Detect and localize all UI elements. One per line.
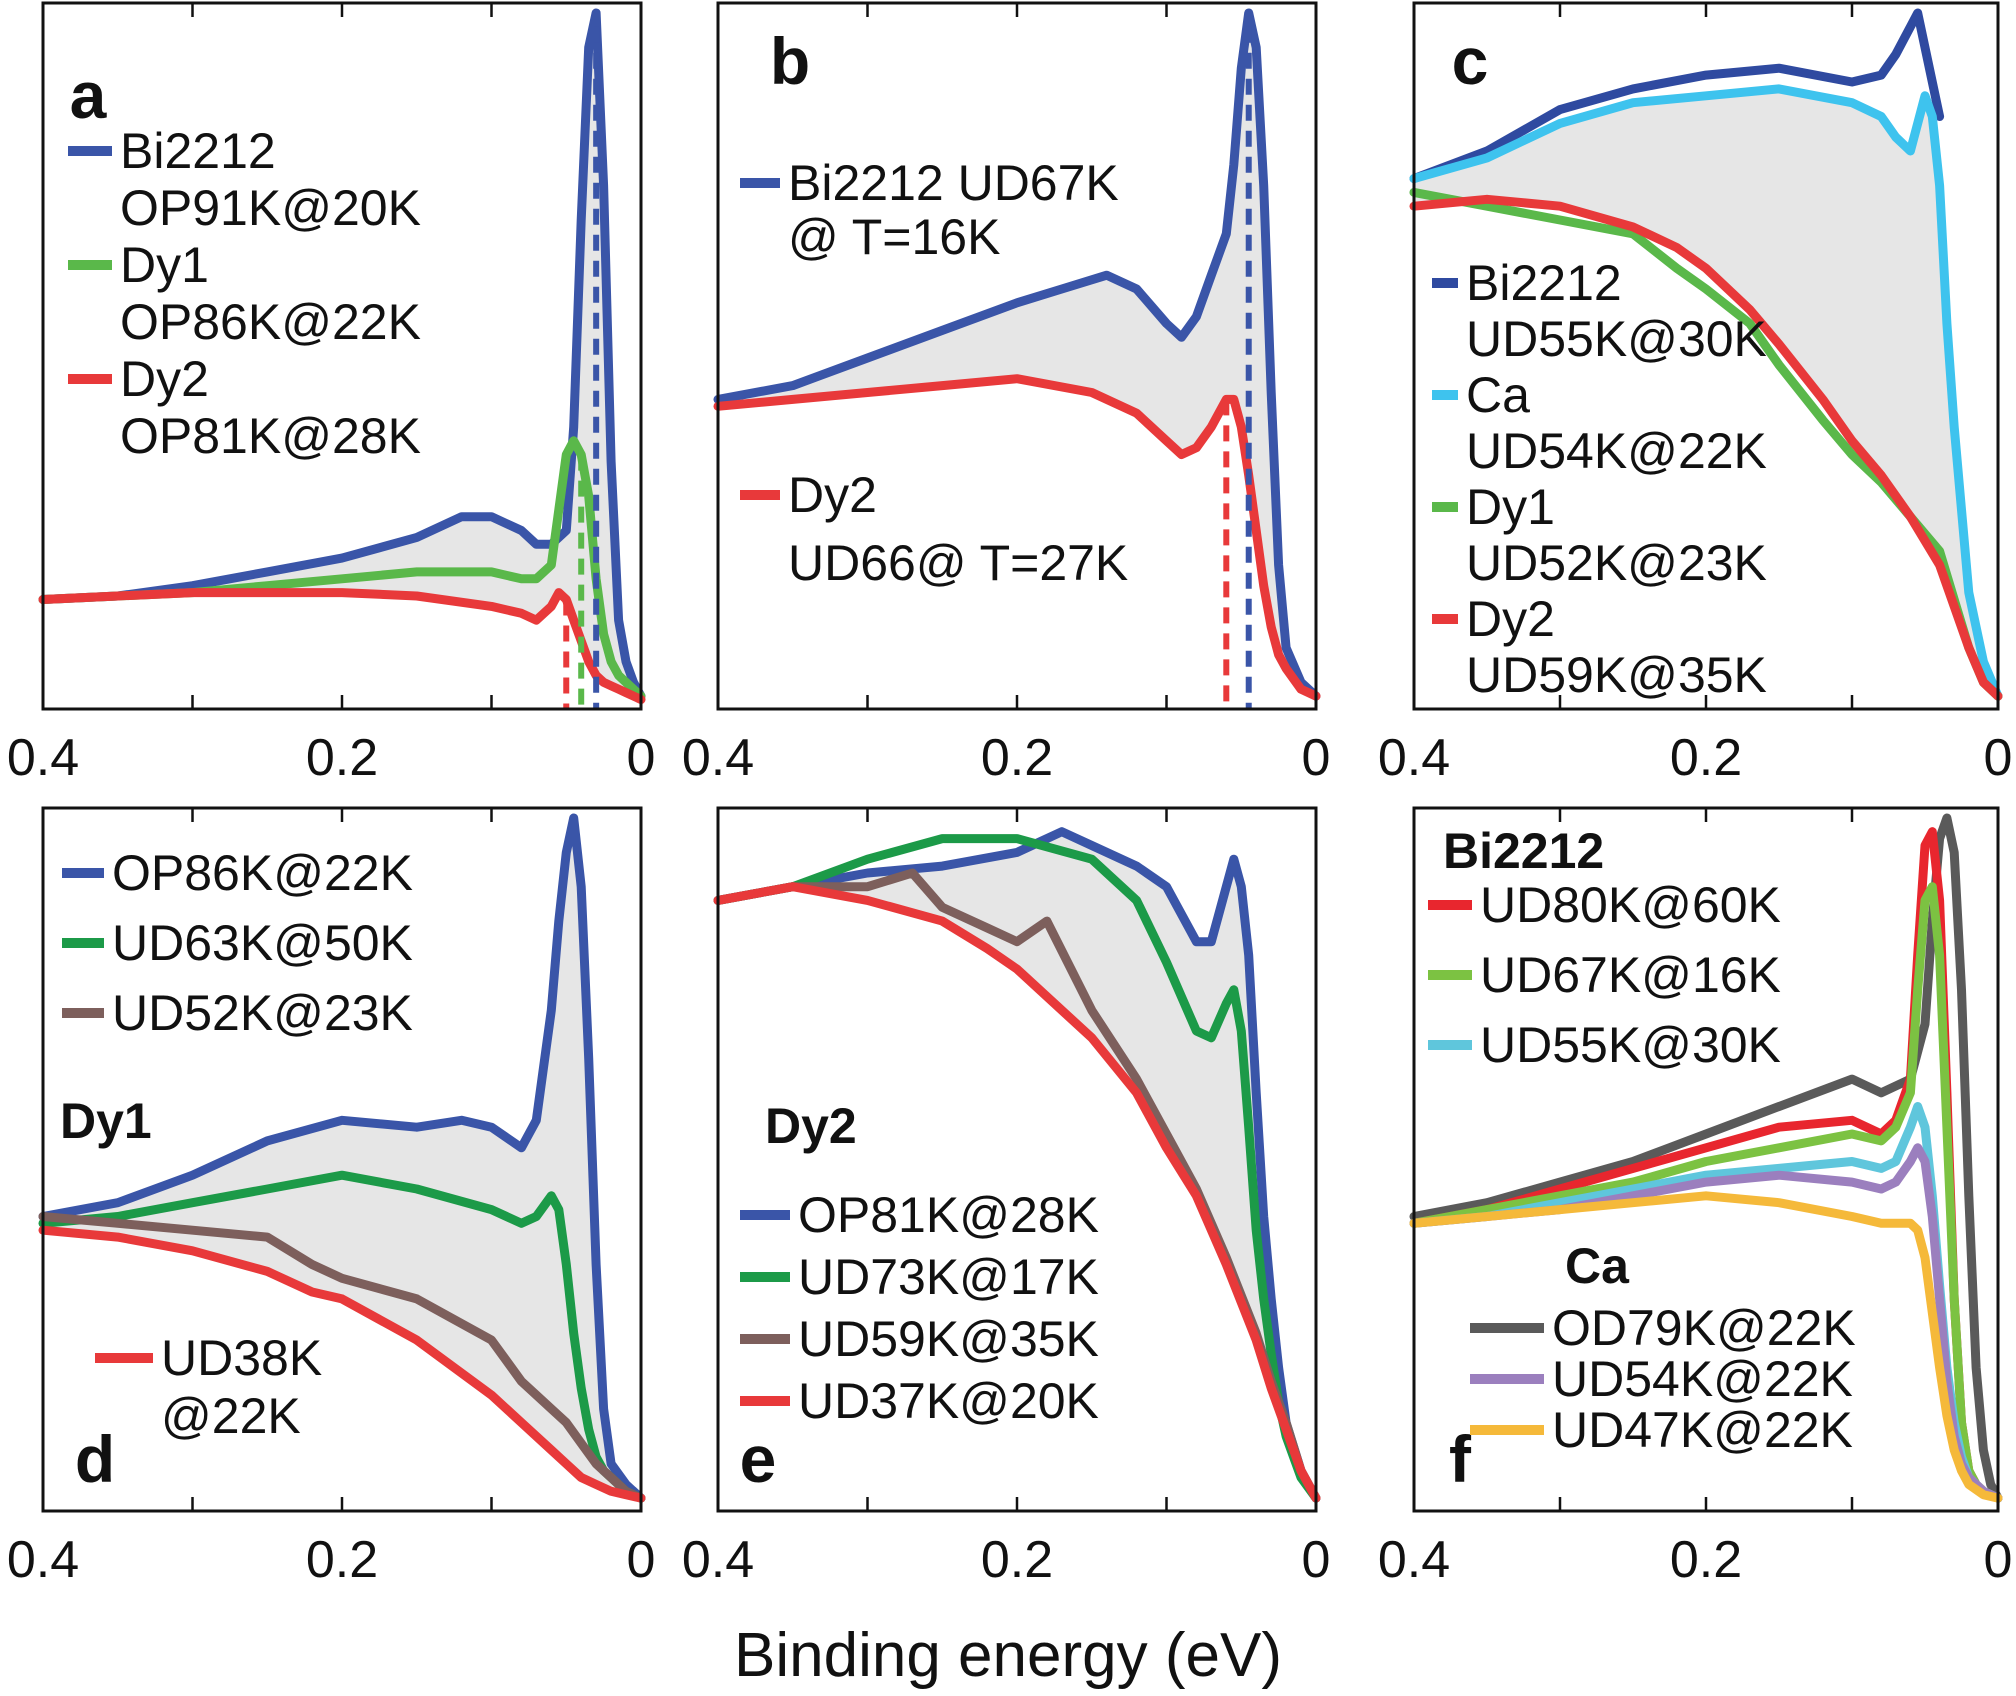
legend-entry-0: UD80K@60K bbox=[1480, 877, 1781, 933]
legend-entry-3: UD37K@20K bbox=[798, 1373, 1099, 1429]
series-line-1 bbox=[713, 374, 1321, 701]
legend-entry-7: UD59K@35K bbox=[1466, 647, 1767, 703]
tick-label-1: 0.2 bbox=[306, 1531, 378, 1589]
tick-label-0: 0.4 bbox=[1378, 729, 1450, 787]
panel-d: 0.4 0.2 0 d Dy1 OP86K@22K UD63K@50K UD52K@23K UD… bbox=[7, 806, 656, 1589]
legend-entry-1: UD63K@50K bbox=[112, 915, 413, 971]
tick-label-0: 0.4 bbox=[682, 729, 754, 787]
series-line-0 bbox=[1409, 8, 1945, 184]
panel-c: 0.4 0.2 0cBi2212UD55K@30KCaUD54K@22KDy1UD5… bbox=[1378, 1, 2013, 787]
tick-label-1: 0.2 bbox=[1670, 729, 1742, 787]
shaded-region bbox=[718, 831, 1316, 1499]
tick-label-1: 0.2 bbox=[981, 1531, 1053, 1589]
tick-label-0: 0.4 bbox=[1378, 1531, 1450, 1589]
series-line-1 bbox=[1409, 84, 2003, 701]
legend-entry-0: Bi2212 UD67K bbox=[788, 155, 1119, 211]
panel-label: b bbox=[770, 24, 810, 98]
panel-header-2: Ca bbox=[1565, 1238, 1630, 1294]
tick-label-0: 0.4 bbox=[7, 1531, 79, 1589]
legend-entry-1: UD55K@30K bbox=[1466, 311, 1767, 367]
panel-f: 0.4 0.2 0 f Bi2212 Ca UD80K@60K UD67K@16K UD55K@… bbox=[1378, 806, 2013, 1589]
tick-label-1: 0.2 bbox=[981, 729, 1053, 787]
panel-label: c bbox=[1452, 24, 1489, 98]
series-line-2 bbox=[38, 588, 646, 704]
legend-entry-2: Dy1 bbox=[120, 237, 209, 293]
panel-label: a bbox=[70, 58, 108, 132]
panel-label: f bbox=[1449, 1422, 1472, 1496]
legend-entry-0: Bi2212 bbox=[1466, 255, 1622, 311]
legend-entry-1: UD73K@17K bbox=[798, 1249, 1099, 1305]
shaded-region bbox=[43, 818, 641, 1499]
series-line-0 bbox=[713, 827, 1321, 1503]
legend-entry-3: UD66@ T=27K bbox=[788, 535, 1128, 591]
legend-entry-2: UD59K@35K bbox=[798, 1311, 1099, 1367]
legend-entry-3: OP86K@22K bbox=[120, 294, 421, 350]
legend-2-entry-0: UD38K bbox=[161, 1330, 322, 1386]
shaded-region bbox=[718, 13, 1316, 697]
panel-label: d bbox=[75, 1422, 115, 1496]
legend-entry-1: UD67K@16K bbox=[1480, 947, 1781, 1003]
legend-entry-2: Dy2 bbox=[788, 467, 877, 523]
legend-entry-0: OP86K@22K bbox=[112, 845, 413, 901]
series-line-5 bbox=[1409, 1191, 2003, 1503]
legend-entry-1: OP91K@20K bbox=[120, 180, 421, 236]
tick-label-2: 0 bbox=[1984, 1531, 2013, 1589]
legend-entry-0: OP81K@28K bbox=[798, 1187, 1099, 1243]
series-line-0 bbox=[713, 8, 1321, 701]
legend-entry-2: UD52K@23K bbox=[112, 985, 413, 1041]
tick-label-1: 0.2 bbox=[306, 729, 378, 787]
tick-label-2: 0 bbox=[627, 1531, 656, 1589]
panel-e: 0.4 0.2 0 e Dy2 OP81K@28K UD73K@17K UD59K@35K UD… bbox=[682, 806, 1331, 1589]
series-line-0 bbox=[38, 813, 646, 1503]
series-line-2 bbox=[38, 1212, 646, 1503]
legend-entry-2: Ca bbox=[1466, 367, 1530, 423]
legend-entry-0: Bi2212 bbox=[120, 123, 276, 179]
series-line-3 bbox=[1409, 194, 2003, 701]
series-line-3 bbox=[38, 1225, 646, 1503]
tick-label-0: 0.4 bbox=[682, 1531, 754, 1589]
panel-label: e bbox=[740, 1422, 777, 1496]
tick-label-2: 0 bbox=[1302, 1531, 1331, 1589]
panel-header: Dy1 bbox=[60, 1093, 152, 1149]
shaded-region bbox=[43, 13, 641, 700]
tick-label-2: 0 bbox=[1302, 729, 1331, 787]
series-line-0 bbox=[1409, 813, 2003, 1503]
panel-header: Dy2 bbox=[765, 1098, 857, 1154]
legend-entry-5: UD52K@23K bbox=[1466, 535, 1767, 591]
tick-label-1: 0.2 bbox=[1670, 1531, 1742, 1589]
legend-2-entry-0: OD79K@22K bbox=[1552, 1300, 1856, 1356]
panel-b: 0.4 0.2 0 b Bi2212 UD67K@ T=16K Dy2 UD66@ T=27… bbox=[682, 1, 1331, 787]
legend-entry-4: Dy2 bbox=[120, 351, 209, 407]
panel-a: 0.4 0.2 0 aBi2212OP91K@20KDy1OP86K@22KDy2OP… bbox=[7, 1, 656, 787]
tick-label-0: 0.4 bbox=[7, 729, 79, 787]
tick-label-2: 0 bbox=[1984, 729, 2013, 787]
legend-entry-3: UD54K@22K bbox=[1466, 423, 1767, 479]
panel-header: Bi2212 bbox=[1443, 823, 1604, 879]
series-line-1 bbox=[38, 436, 646, 701]
legend-entry-4: Dy1 bbox=[1466, 479, 1555, 535]
series-line-2 bbox=[1409, 882, 2003, 1503]
legend-2-entry-1: @22K bbox=[161, 1388, 301, 1444]
legend-entry-6: Dy2 bbox=[1466, 591, 1555, 647]
x-axis-label: Binding energy (eV) bbox=[734, 1621, 1282, 1690]
legend-entry-2: UD55K@30K bbox=[1480, 1017, 1781, 1073]
legend-2-entry-1: UD54K@22K bbox=[1552, 1351, 1853, 1407]
tick-label-2: 0 bbox=[627, 729, 656, 787]
shaded-region bbox=[1414, 88, 1998, 697]
legend-entry-5: OP81K@28K bbox=[120, 408, 421, 464]
legend-2-entry-2: UD47K@22K bbox=[1552, 1402, 1853, 1458]
legend-entry-1: @ T=16K bbox=[788, 209, 1000, 265]
series-line-3 bbox=[713, 882, 1321, 1503]
